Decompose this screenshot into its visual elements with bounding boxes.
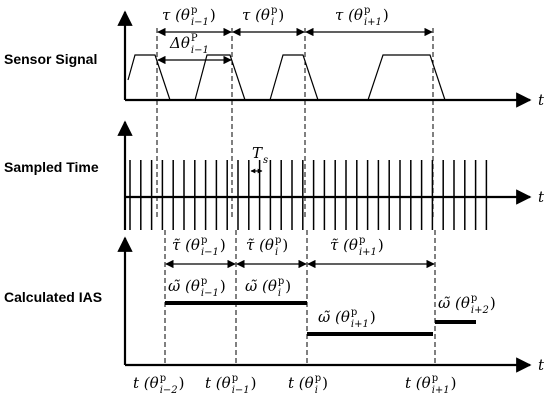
math-part: T: [252, 144, 263, 162]
math-part: ): [282, 236, 288, 254]
math-part: τ̃ (θ: [330, 236, 358, 254]
math-part: i: [315, 385, 318, 396]
math-part: p: [432, 373, 438, 384]
math-part: τ (θ: [335, 6, 363, 24]
math-part: τ̃ (θ: [172, 236, 200, 254]
math-part: p: [359, 235, 365, 246]
ias-bars: [165, 301, 476, 336]
axis-label: t: [538, 188, 545, 206]
math-part: p: [315, 373, 321, 384]
axis-label: t: [538, 91, 545, 109]
math-part: i−2: [160, 385, 178, 396]
math-part: t (θ: [288, 374, 314, 392]
math-part: s: [263, 155, 268, 166]
math-part: t (θ: [405, 374, 431, 392]
math-part: p: [201, 276, 207, 287]
axes: [117, 10, 532, 373]
math-part: Δθ: [169, 34, 190, 52]
arrows: [157, 27, 435, 269]
math-part: t (θ: [205, 374, 231, 392]
math-part: i: [271, 17, 274, 28]
math-part: ): [378, 236, 384, 254]
math-part: i: [275, 247, 278, 258]
math-part: p: [160, 373, 166, 384]
math-part: i: [278, 288, 281, 299]
math-part: p: [271, 5, 277, 16]
math-part: P: [191, 33, 198, 44]
math-part: ): [220, 236, 226, 254]
row-label: Sensor Signal: [4, 51, 97, 67]
math-part: ω̃ (θ: [318, 308, 350, 326]
row-label: Sampled Time: [4, 159, 99, 175]
math-part: i+2: [471, 305, 489, 316]
math-part: ): [490, 294, 496, 312]
math-part: ): [322, 374, 328, 392]
math-part: i+1: [351, 319, 369, 330]
math-part: ω̃ (θ: [438, 294, 470, 312]
math-part: p: [275, 235, 281, 246]
math-part: ): [451, 374, 457, 392]
math-part: τ̃ (θ: [246, 236, 274, 254]
math-part: i+1: [432, 385, 450, 396]
math-part: ): [285, 277, 291, 295]
sample-ticks: [129, 160, 488, 230]
math-part: i−1: [232, 385, 250, 396]
math-part: p: [471, 293, 477, 304]
math-part: i+1: [364, 17, 382, 28]
math-part: i−1: [201, 247, 219, 258]
math-part: ): [220, 277, 226, 295]
math-part: p: [232, 373, 238, 384]
math-part: ): [370, 308, 376, 326]
math-part: ): [179, 374, 185, 392]
math-part: p: [278, 276, 284, 287]
math-part: ω̃ (θ: [168, 277, 200, 295]
math-part: ): [383, 6, 389, 24]
math-part: i−1: [191, 45, 209, 56]
math-part: ω̃ (θ: [245, 277, 277, 295]
math-part: t (θ: [133, 374, 159, 392]
math-part: p: [191, 5, 197, 16]
math-part: τ (θ: [162, 6, 190, 24]
math-part: τ (θ: [242, 6, 270, 24]
math-part: i−1: [201, 288, 219, 299]
math-part: ): [251, 374, 257, 392]
sensor-pulses: [127, 54, 446, 101]
math-part: p: [201, 235, 207, 246]
row-label: Calculated IAS: [4, 289, 102, 305]
math-part: p: [364, 5, 370, 16]
math-part: ): [210, 6, 216, 24]
math-part: i+1: [359, 247, 377, 258]
math-part: ): [278, 6, 284, 24]
math-part: i−1: [191, 17, 209, 28]
axis-label: t: [538, 356, 545, 374]
math-part: p: [351, 307, 357, 318]
